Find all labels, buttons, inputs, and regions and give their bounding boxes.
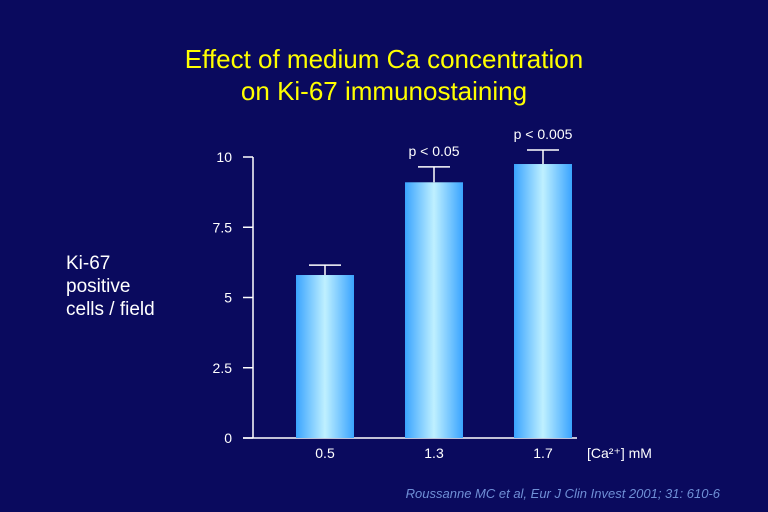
- significance-label: p < 0.005: [514, 126, 573, 142]
- y-tick-label: 2.5: [213, 360, 233, 376]
- y-axis-label-line3: cells / field: [66, 299, 155, 320]
- citation: Roussanne MC et al, Eur J Clin Invest 20…: [405, 486, 720, 501]
- y-tick-label: 7.5: [213, 219, 233, 235]
- x-tick-label: 0.5: [315, 445, 335, 461]
- y-axis-label-line2: positive: [66, 276, 131, 297]
- chart-title-line2: on Ki-67 immunostaining: [240, 76, 528, 106]
- bars: [296, 149, 572, 438]
- bar: [405, 182, 463, 438]
- chart-title-line1: Effect of medium Ca concentration: [184, 44, 584, 74]
- y-tick-label: 10: [216, 149, 232, 165]
- x-tick-label: 1.7: [533, 445, 553, 461]
- y-axis-label-line1: Ki-67: [66, 253, 111, 274]
- bar: [296, 275, 354, 438]
- y-tick-label: 5: [224, 290, 232, 306]
- y-tick-label: 0: [224, 430, 232, 446]
- x-axis-label: [Ca²⁺] mM: [587, 445, 652, 461]
- bar: [514, 164, 572, 438]
- significance-label: p < 0.05: [409, 143, 460, 159]
- chart-labels: 0 2.5 5 7.5 10 0.5 1.3 p < 0.05 1.7 p < 0.005 [Ca²…: [213, 126, 652, 461]
- x-tick-label: 1.3: [424, 445, 444, 461]
